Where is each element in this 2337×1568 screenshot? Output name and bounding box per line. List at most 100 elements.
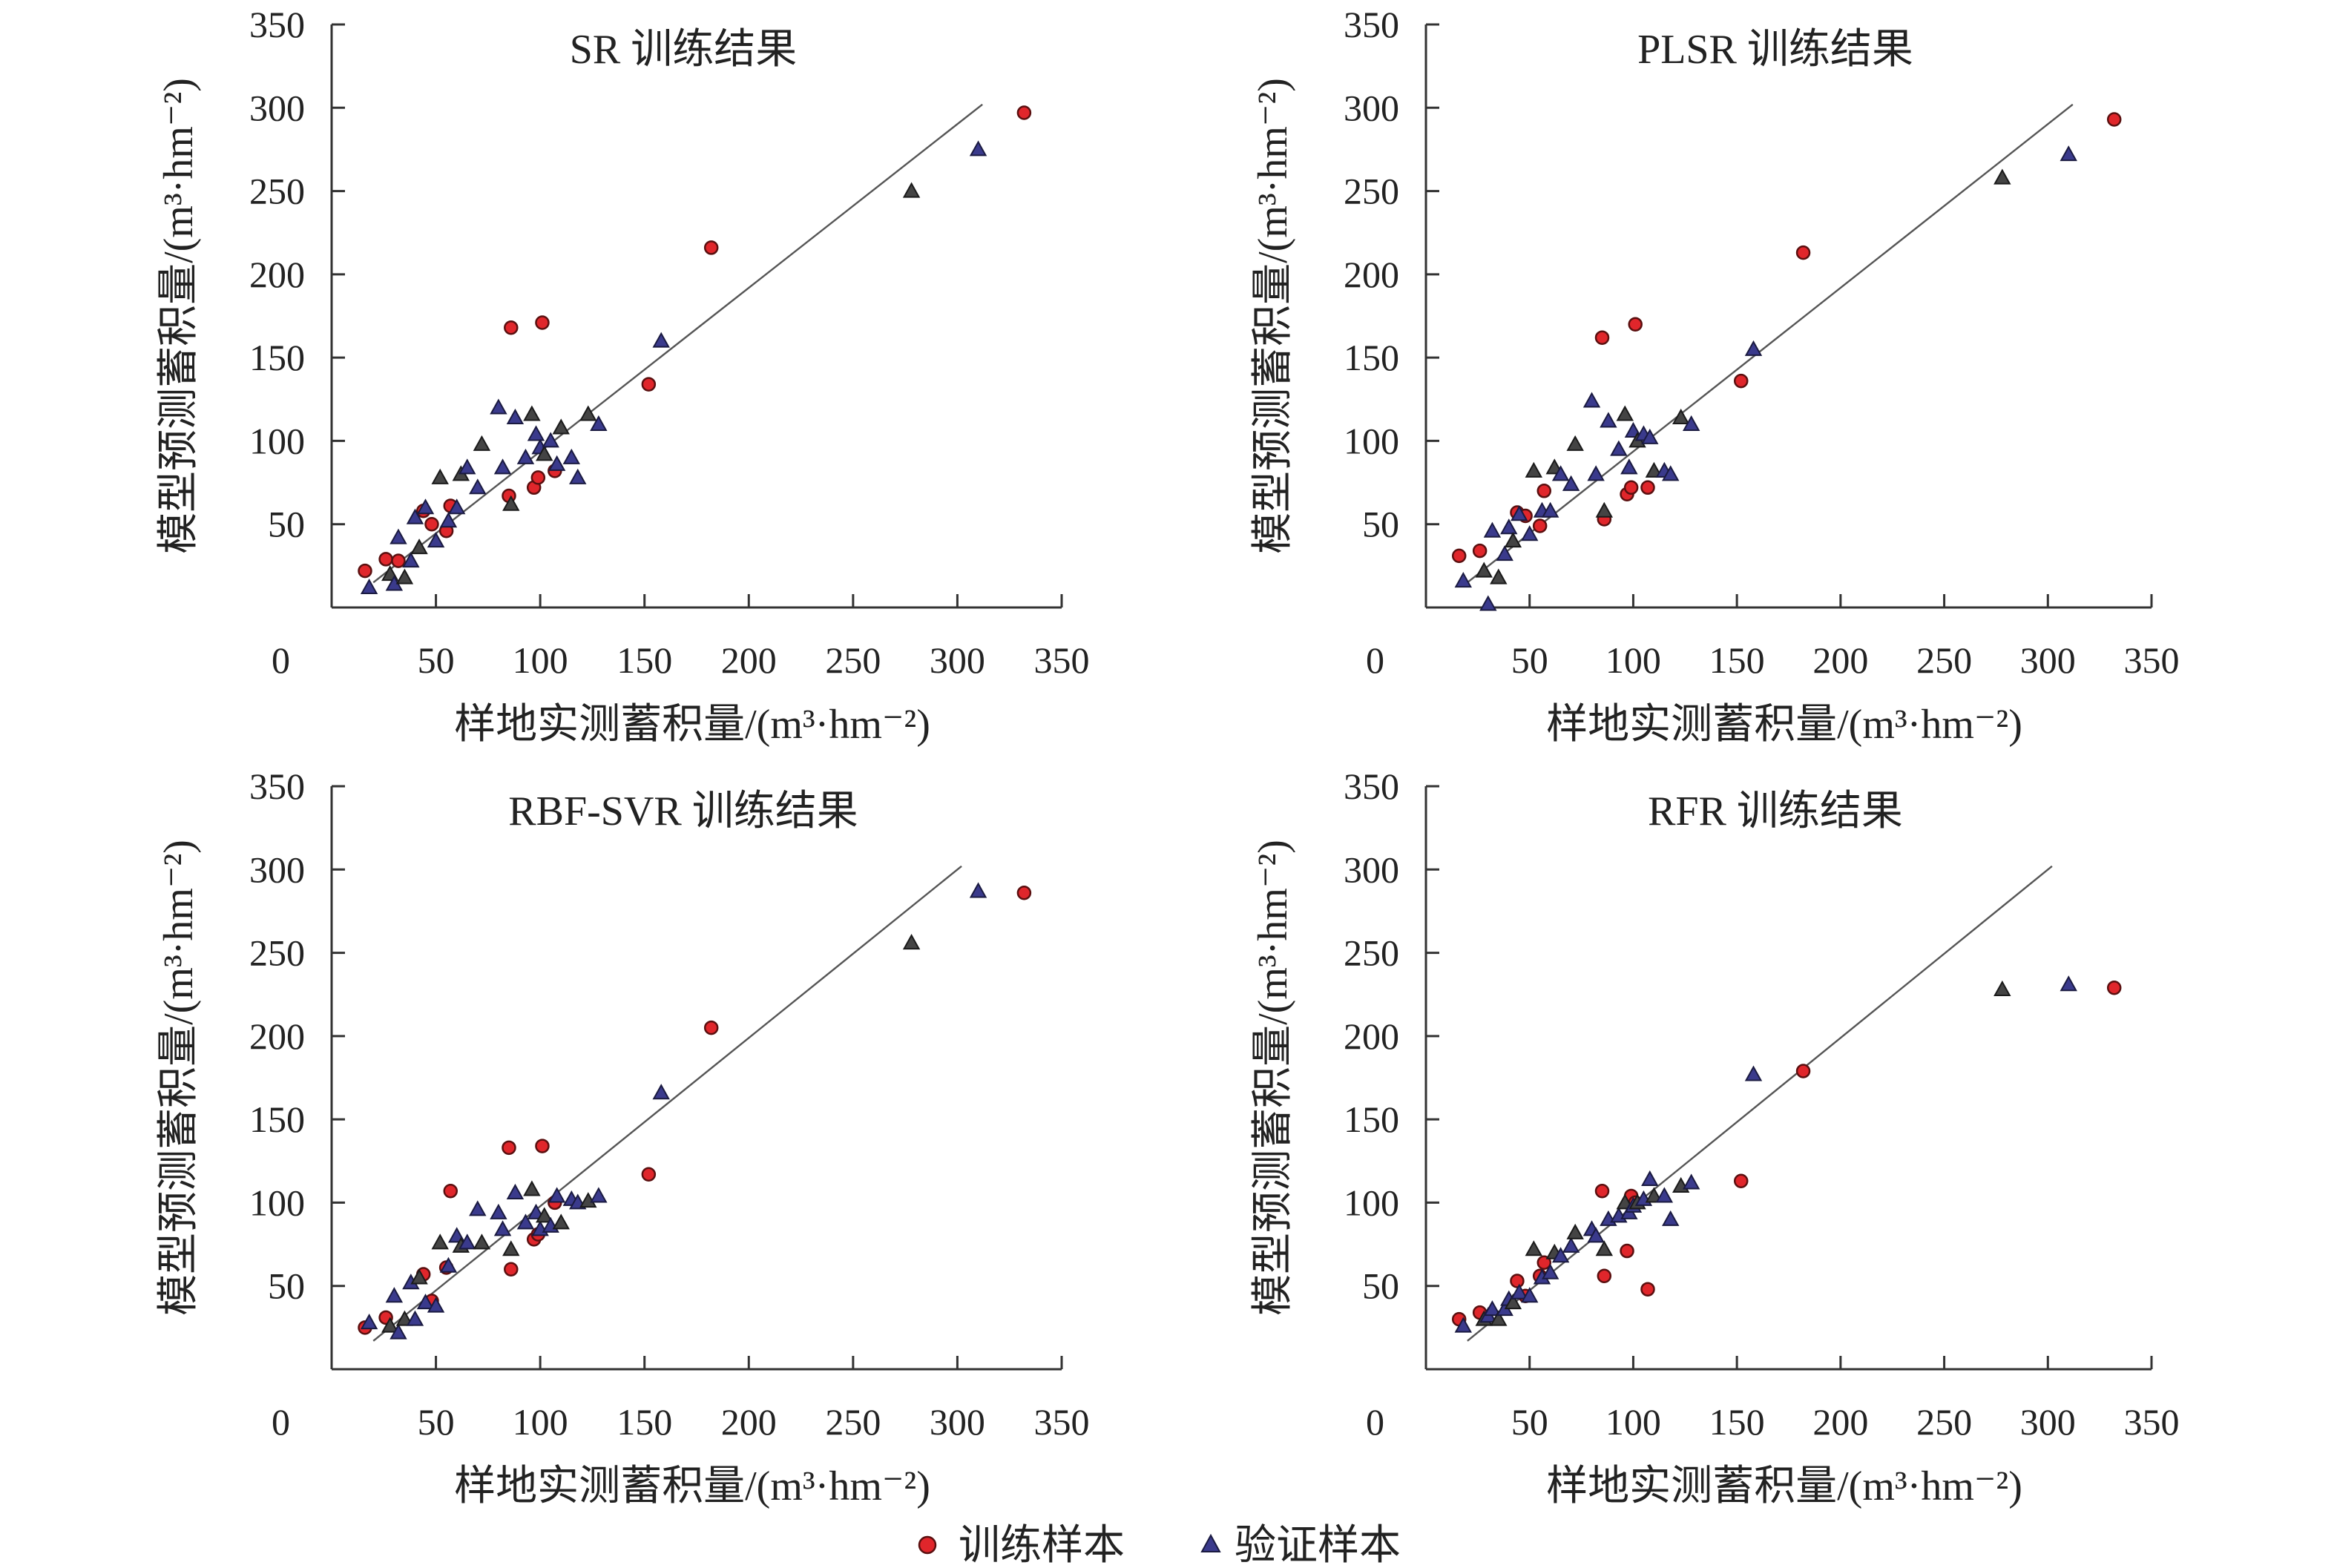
train-point — [358, 563, 372, 579]
valid-point — [490, 398, 507, 415]
valid-point — [527, 425, 545, 441]
valid-point — [1662, 1210, 1680, 1226]
x-tick-label: 350 — [1034, 1401, 1090, 1443]
x-tick-label: 50 — [418, 639, 455, 681]
origin-label: 0 — [1366, 639, 1384, 681]
train-series — [358, 105, 1032, 579]
panel-plsr: 50 100 150 200 250 300 350 50 100 150 200 250 300 350… — [1250, 4, 2180, 748]
train-point — [535, 1139, 550, 1153]
valid-series — [1454, 145, 2077, 611]
reference-line — [372, 103, 983, 584]
x-axis-label: 样地实测蓄积量/(m³·hm⁻²) — [454, 702, 930, 748]
train-series — [1451, 112, 2122, 564]
x-tick-label: 300 — [2020, 639, 2076, 681]
train-point — [1536, 1255, 1552, 1271]
valid-point — [402, 552, 420, 568]
valid-point — [385, 1287, 404, 1303]
y-tick-label: 300 — [1344, 849, 1399, 890]
valid-point — [1490, 568, 1508, 584]
y-tick-label: 150 — [249, 1098, 305, 1140]
train-point — [703, 240, 719, 255]
train-point — [391, 553, 406, 568]
y-tick-label: 250 — [1344, 932, 1399, 974]
valid-point — [1454, 572, 1472, 588]
y-tick-label: 200 — [249, 1015, 305, 1057]
valid-point — [1662, 465, 1680, 481]
x-tick-label: 50 — [418, 1401, 455, 1443]
valid-point — [1672, 408, 1690, 424]
valid-point — [502, 495, 520, 511]
x-tick-label: 200 — [1812, 639, 1868, 681]
train-point — [1733, 1173, 1749, 1188]
panels: 50 100 150 200 250 300 350 50 100 150 200 250 300 350… — [156, 4, 2180, 1509]
y-tick-label: 150 — [1344, 1098, 1399, 1140]
valid-point — [1620, 458, 1638, 475]
y-tick-label: 100 — [249, 1182, 305, 1223]
valid-point — [2060, 145, 2077, 162]
valid-point — [1744, 1065, 1763, 1081]
valid-point — [1511, 1283, 1528, 1299]
valid-point — [506, 1183, 525, 1199]
valid-point — [427, 1297, 445, 1313]
train-point — [1628, 317, 1643, 332]
valid-point — [1500, 518, 1518, 535]
valid-point — [579, 405, 597, 421]
x-tick-label: 250 — [825, 1401, 881, 1443]
valid-point — [1587, 1227, 1605, 1243]
y-tick-label: 150 — [1344, 337, 1399, 378]
valid-point — [1504, 532, 1522, 548]
train-point — [1620, 1243, 1634, 1259]
valid-point — [406, 508, 424, 524]
valid-point — [493, 1220, 512, 1236]
x-tick-label: 200 — [1812, 1401, 1868, 1443]
y-tick-label: 300 — [249, 87, 305, 128]
x-tick-label: 100 — [513, 1401, 568, 1443]
x-tick-label: 50 — [1511, 1401, 1548, 1443]
x-tick-label: 250 — [1916, 639, 1972, 681]
valid-point — [1645, 1187, 1663, 1203]
train-point — [1532, 518, 1548, 533]
legend-train-marker — [918, 1535, 937, 1555]
x-axis-label: 样地实测蓄积量/(m³·hm⁻²) — [454, 1463, 930, 1509]
valid-point — [969, 882, 987, 898]
x-tick-label: 100 — [1605, 639, 1661, 681]
valid-point — [1582, 392, 1601, 408]
train-point — [641, 1167, 657, 1182]
train-point — [530, 470, 546, 485]
valid-point — [439, 512, 458, 528]
x-axis-label: 样地实测蓄积量/(m³·hm⁻²) — [1546, 1463, 2022, 1509]
valid-point — [1521, 525, 1539, 541]
x-tick-label: 300 — [2020, 1401, 2076, 1443]
valid-series — [360, 882, 987, 1340]
valid-point — [390, 1323, 407, 1340]
y-tick-label: 200 — [1344, 1015, 1399, 1057]
valid-series — [1454, 975, 2077, 1333]
valid-point — [516, 448, 535, 464]
train-series — [358, 885, 1032, 1335]
y-tick-label: 200 — [249, 254, 305, 295]
y-tick-label: 250 — [249, 932, 305, 974]
train-point — [535, 315, 550, 330]
valid-point — [1566, 435, 1584, 451]
valid-point — [1511, 505, 1528, 521]
y-axis-label: 模型预测蓄积量/(m³·hm⁻²) — [156, 840, 202, 1316]
train-point — [1623, 480, 1639, 495]
valid-point — [473, 1233, 491, 1250]
valid-point — [652, 332, 670, 348]
train-point — [1597, 1268, 1612, 1283]
y-tick-label: 200 — [1344, 254, 1399, 295]
valid-point — [490, 1203, 507, 1219]
y-tick-label: 350 — [249, 765, 305, 807]
valid-point — [1682, 415, 1700, 431]
legend-train-label: 训练样本 — [959, 1523, 1125, 1568]
y-tick-label: 100 — [1344, 1182, 1399, 1223]
train-point — [1594, 1183, 1610, 1199]
valid-point — [527, 1203, 545, 1219]
valid-point — [416, 498, 435, 515]
y-tick-label: 350 — [1344, 765, 1399, 807]
x-tick-label: 100 — [513, 639, 568, 681]
valid-point — [410, 1268, 428, 1285]
valid-point — [1641, 1170, 1659, 1186]
y-tick-label: 50 — [1362, 504, 1399, 545]
